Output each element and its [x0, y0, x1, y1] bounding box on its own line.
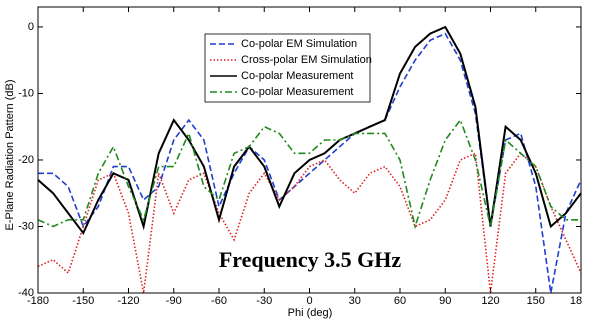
- x-tick-label: -30: [256, 295, 272, 307]
- x-tick-label: 30: [349, 295, 361, 307]
- plot-frame: [37, 6, 582, 294]
- x-tick-label: 60: [394, 295, 406, 307]
- series-line: [37, 152, 582, 294]
- x-axis-label: Phi (deg): [288, 307, 333, 319]
- series-line: [37, 118, 581, 230]
- x-tick-label: -90: [166, 295, 182, 307]
- y-tick-label: -20: [18, 154, 34, 166]
- x-tick-label: 150: [527, 295, 545, 307]
- x-tick-label: 18: [570, 295, 582, 307]
- x-tick-label: -180: [27, 295, 49, 307]
- annotation: Frequency 3.5 GHz: [219, 247, 402, 272]
- x-tick-label: 0: [306, 295, 312, 307]
- legend-label: Cross-polar EM Simulation: [241, 54, 372, 66]
- x-tick-label: -60: [211, 295, 227, 307]
- x-tick-label: -120: [117, 295, 139, 307]
- x-tick-label: -150: [72, 295, 94, 307]
- legend-label: Co-polar Measurement: [241, 86, 354, 98]
- x-tick-label: 90: [439, 295, 451, 307]
- legend-box: [204, 33, 371, 103]
- y-tick-label: -10: [18, 87, 34, 99]
- y-axis-label: E-Plane Radiation Pattern (dB): [4, 79, 16, 230]
- series-line: [37, 25, 582, 236]
- y-tick-label: -30: [18, 220, 34, 232]
- x-tick-label: 120: [481, 295, 499, 307]
- legend-label: Co-polar Measurement: [241, 70, 354, 82]
- y-tick-label: -40: [18, 287, 34, 299]
- legend-label: Co-polar EM Simulation: [241, 38, 357, 50]
- y-tick-label: 0: [28, 21, 34, 33]
